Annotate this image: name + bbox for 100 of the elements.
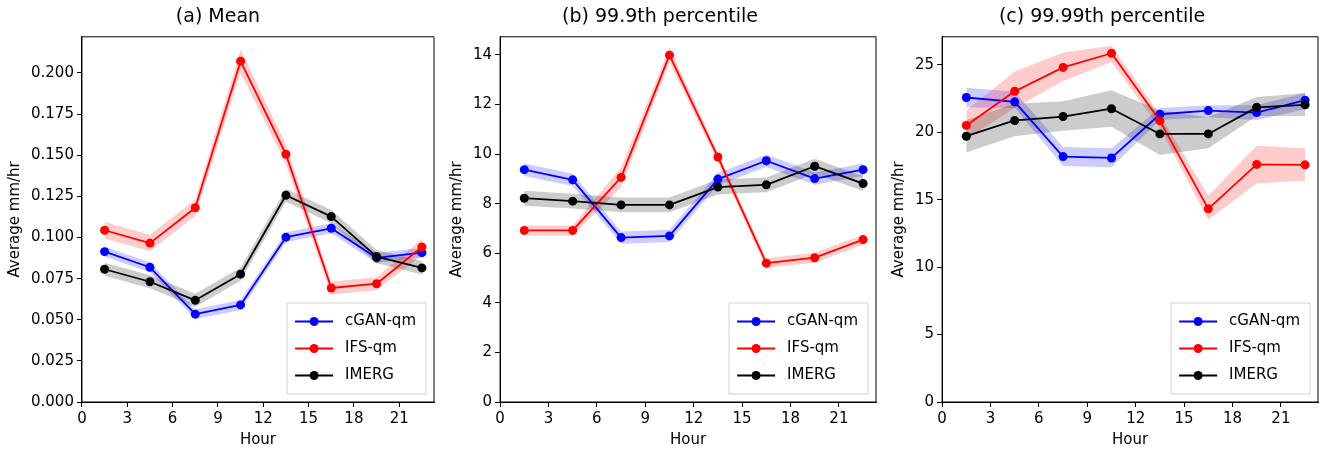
point xyxy=(1203,129,1213,139)
x-tick-label: 9 xyxy=(1082,408,1093,427)
y-axis-title: Average mm/hr xyxy=(446,160,465,278)
x-tick-label: 15 xyxy=(1174,408,1194,427)
point xyxy=(1010,86,1020,96)
y-tick-label: 0 xyxy=(924,391,935,410)
legend-label: IFS-qm xyxy=(345,338,397,357)
point xyxy=(1300,100,1310,110)
x-tick-label: 18 xyxy=(1222,408,1243,427)
y-tick-label: 0.000 xyxy=(30,391,74,410)
y-tick-label: 10 xyxy=(472,143,493,162)
legend-label: cGAN-qm xyxy=(787,311,859,330)
chart-title: (a) Mean xyxy=(175,4,261,27)
x-tick-label: 0 xyxy=(77,408,87,427)
point xyxy=(145,277,155,287)
point xyxy=(616,233,626,243)
y-tick-label: 0.200 xyxy=(30,62,74,81)
x-tick-label: 6 xyxy=(592,408,602,427)
point xyxy=(761,180,771,190)
point xyxy=(326,283,336,293)
x-tick-label: 18 xyxy=(780,408,801,427)
point xyxy=(664,231,674,241)
y-tick-label: 0.100 xyxy=(30,227,74,246)
point xyxy=(100,247,110,257)
legend-label: cGAN-qm xyxy=(345,311,417,330)
x-tick-label: 9 xyxy=(640,408,651,427)
point xyxy=(281,149,291,159)
x-tick-label: 12 xyxy=(684,408,704,427)
legend-label: IMERG xyxy=(345,365,394,384)
point xyxy=(100,225,110,235)
chart-title: (c) 99.99th percentile xyxy=(998,4,1206,27)
point xyxy=(858,235,868,245)
y-tick-label: 6 xyxy=(482,243,493,262)
point xyxy=(761,156,771,166)
y-tick-label: 0.050 xyxy=(30,309,74,328)
point xyxy=(281,232,291,242)
point xyxy=(568,196,578,206)
x-tick-label: 21 xyxy=(389,408,409,427)
point xyxy=(713,152,723,162)
point xyxy=(961,131,971,141)
y-axis-title: Average mm/hr xyxy=(888,160,907,278)
point xyxy=(145,262,155,272)
y-tick-label: 12 xyxy=(472,94,493,113)
x-tick-label: 12 xyxy=(253,408,273,427)
y-tick-label: 8 xyxy=(482,193,493,212)
point xyxy=(1300,160,1310,170)
point xyxy=(1058,112,1068,122)
x-tick-label: 21 xyxy=(1271,408,1291,427)
point xyxy=(519,225,529,235)
y-tick-label: 0.125 xyxy=(30,186,74,205)
point xyxy=(568,175,578,185)
point xyxy=(236,300,246,310)
legend-label: IMERG xyxy=(787,365,836,384)
x-tick-label: 0 xyxy=(937,408,947,427)
point xyxy=(1106,104,1116,114)
y-tick-label: 20 xyxy=(914,122,935,141)
y-tick-label: 5 xyxy=(924,324,935,343)
point xyxy=(326,223,336,233)
point xyxy=(810,174,820,184)
point xyxy=(1106,153,1116,163)
x-tick-label: 9 xyxy=(213,408,223,427)
x-tick-label: 21 xyxy=(829,408,849,427)
point xyxy=(1155,129,1165,139)
y-tick-label: 14 xyxy=(472,44,493,63)
point xyxy=(281,190,291,200)
x-tick-label: 3 xyxy=(122,408,133,427)
x-tick-label: 15 xyxy=(299,408,319,427)
point xyxy=(961,120,971,130)
point xyxy=(810,253,820,263)
point xyxy=(1010,115,1020,125)
point xyxy=(761,258,771,268)
point xyxy=(519,165,529,175)
y-tick-label: 25 xyxy=(914,54,935,73)
legend-label: IFS-qm xyxy=(787,338,839,357)
point xyxy=(372,279,382,289)
point xyxy=(519,193,529,203)
point xyxy=(664,200,674,210)
point xyxy=(858,165,868,175)
point xyxy=(145,238,155,248)
x-axis-title: Hour xyxy=(239,429,277,448)
y-tick-label: 15 xyxy=(914,189,935,208)
point xyxy=(664,50,674,60)
point xyxy=(713,182,723,192)
point xyxy=(417,263,427,273)
x-axis-title: Hour xyxy=(669,429,707,448)
point xyxy=(810,161,820,171)
point xyxy=(190,295,200,305)
point xyxy=(1155,116,1165,126)
point xyxy=(961,93,971,103)
point xyxy=(190,309,200,319)
y-tick-label: 10 xyxy=(914,256,935,275)
point xyxy=(858,179,868,189)
point xyxy=(1252,159,1262,169)
point xyxy=(1106,48,1116,58)
point xyxy=(616,200,626,210)
y-tick-label: 0.025 xyxy=(30,350,74,369)
point xyxy=(713,174,723,184)
x-tick-label: 12 xyxy=(1126,408,1146,427)
point xyxy=(190,203,200,213)
point xyxy=(568,225,578,235)
